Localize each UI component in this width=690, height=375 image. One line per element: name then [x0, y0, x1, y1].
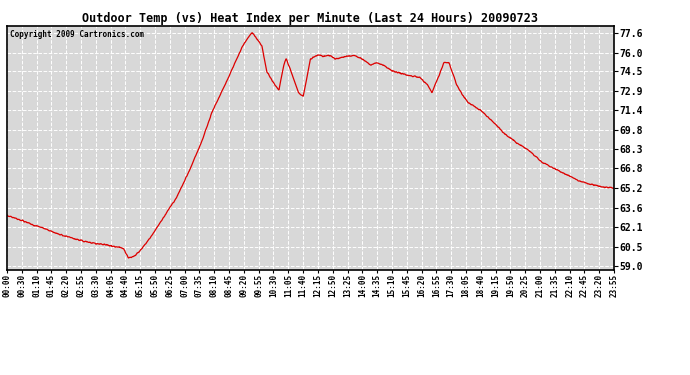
Title: Outdoor Temp (vs) Heat Index per Minute (Last 24 Hours) 20090723: Outdoor Temp (vs) Heat Index per Minute …	[83, 12, 538, 25]
Text: Copyright 2009 Cartronics.com: Copyright 2009 Cartronics.com	[10, 30, 144, 39]
